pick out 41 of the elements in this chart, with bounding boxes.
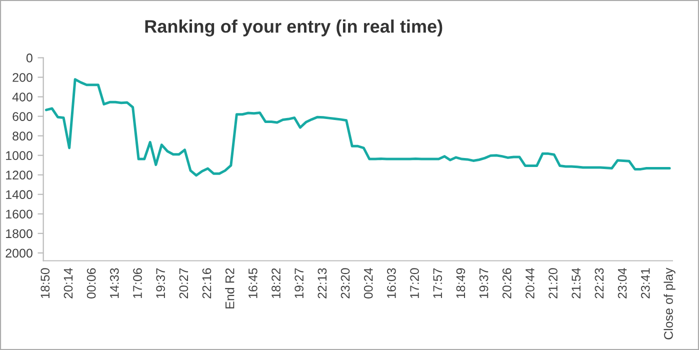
chart-title: Ranking of your entry (in real time)	[145, 20, 442, 36]
y-tick-label: 1600	[6, 210, 32, 219]
y-tick-label: 2000	[6, 248, 32, 258]
x-tick-label: 20:44	[526, 268, 534, 298]
x-tick-label: 20:27	[179, 268, 188, 298]
x-tick-label: 23:04	[618, 268, 627, 298]
x-tick-label: 22:16	[202, 268, 212, 298]
x-tick-label: 21:54	[572, 268, 581, 298]
x-tick-label: 16:45	[248, 268, 258, 298]
y-tick-label: 200	[12, 73, 32, 82]
y-tick-label: 1400	[6, 190, 32, 200]
x-tick-label: End R2	[225, 268, 234, 308]
x-tick-label: 17:57	[433, 268, 442, 298]
y-tick-label: 1200	[6, 170, 32, 180]
x-tick-label: 18:50	[40, 268, 50, 298]
y-tick-label: 1000	[6, 151, 32, 160]
x-tick-label: 19:37	[479, 268, 488, 298]
line-series	[44, 78, 671, 177]
y-tick-label: 400	[12, 92, 32, 102]
y-tick-label: 800	[12, 132, 32, 140]
x-tick-label: 20:26	[502, 268, 512, 298]
y-tick-label: 1800	[6, 229, 32, 238]
x-tick-label: 21:20	[548, 268, 558, 298]
y-tick-label: 600	[12, 112, 32, 121]
x-tick-label: 23:20	[340, 268, 350, 298]
x-tick-label: 22:13	[318, 268, 327, 298]
x-tick-label: 19:37	[156, 268, 166, 298]
x-tick-label: 16:03	[387, 268, 396, 298]
x-tick-label: 20:14	[64, 268, 73, 298]
x-tick-label: 19:27	[294, 268, 304, 298]
x-tick-label: Close of play	[664, 268, 676, 340]
x-tick-label: 17:06	[133, 268, 142, 298]
x-tick-label: 17:20	[410, 268, 419, 298]
x-tick-label: 14:33	[110, 268, 119, 298]
x-tick-label: 22:23	[594, 268, 604, 298]
y-tick-label: 0	[26, 54, 32, 62]
x-tick-label: 18:49	[456, 268, 466, 298]
x-tick-label: 00:06	[86, 268, 96, 298]
x-tick-label: 18:22	[272, 268, 280, 298]
x-tick-label: 23:41	[640, 268, 650, 298]
x-tick-label: 00:24	[364, 268, 373, 298]
